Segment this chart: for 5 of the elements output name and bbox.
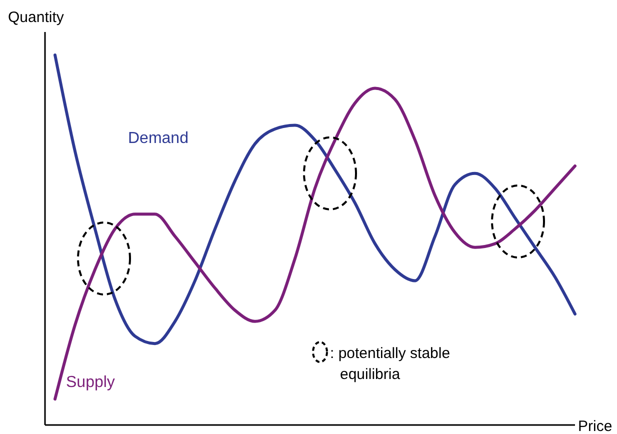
series-label: Supply <box>66 374 115 391</box>
y-axis-title: Quantity <box>8 9 64 26</box>
text: Demand <box>128 130 188 147</box>
x-axis-title: Price <box>578 418 612 434</box>
annotation: : potentially stable equilibria <box>330 345 450 383</box>
